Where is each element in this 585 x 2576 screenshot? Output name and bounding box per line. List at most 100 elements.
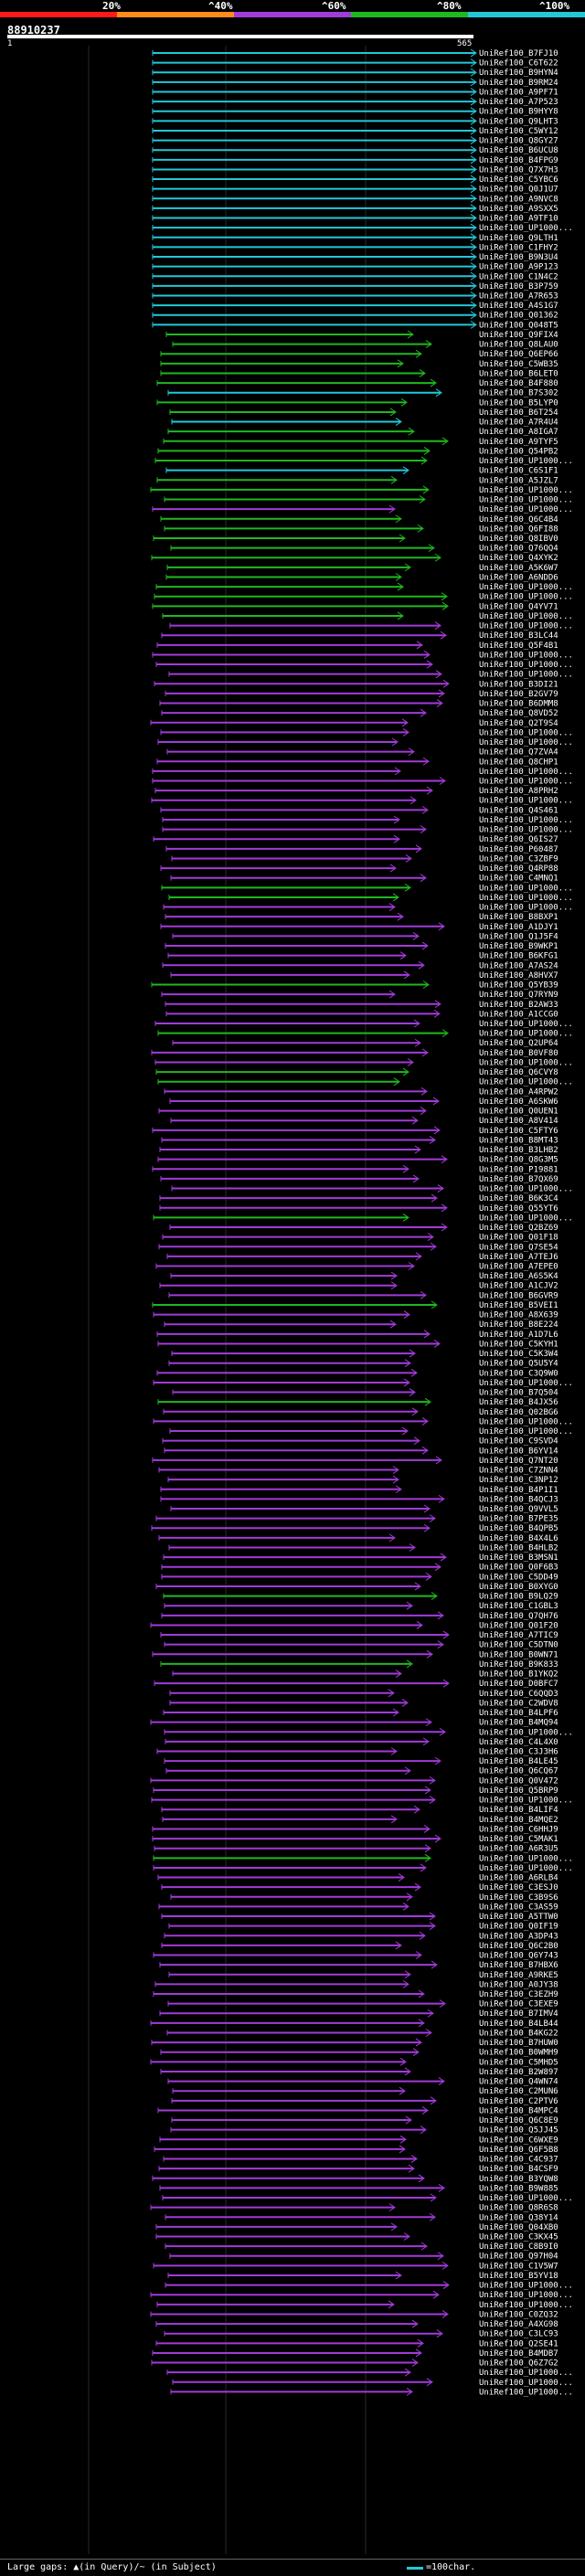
- hit-end-arrow: [388, 1533, 396, 1542]
- hit-row: UniRef100_C5KYH1: [157, 1340, 558, 1349]
- hit-id: UniRef100_Q2BZ69: [479, 1224, 558, 1233]
- hit-row: UniRef100_Q55YT6: [159, 1203, 558, 1214]
- hit-id: UniRef100_A9SXX5: [479, 205, 558, 214]
- hit-end-arrow: [415, 2348, 422, 2358]
- hit-end-arrow: [418, 1989, 425, 1998]
- hit-row: UniRef100_UP1000...: [172, 2378, 573, 2388]
- hit-row: UniRef100_A7AS24: [162, 960, 558, 970]
- hit-row: UniRef100_Q6C2B0: [161, 1941, 558, 1951]
- hit-end-arrow: [431, 1300, 438, 1309]
- hit-id: UniRef100_Q0UEN1: [479, 1108, 558, 1117]
- hit-end-arrow: [470, 165, 477, 174]
- hit-id: UniRef100_Q01F18: [479, 1234, 558, 1243]
- hit-row: UniRef100_A1DJY1: [160, 922, 558, 932]
- hit-end-arrow: [423, 1504, 431, 1513]
- hit-id: UniRef100_B9N3U4: [479, 253, 558, 262]
- hit-end-arrow: [440, 1553, 447, 1562]
- hit-row: UniRef100_A6R3U5: [154, 1844, 558, 1854]
- hit-row: UniRef100_UP1000...: [153, 1863, 573, 1873]
- hit-id: UniRef100_UP1000...: [479, 1185, 573, 1194]
- hit-id: UniRef100_A8X639: [479, 1311, 558, 1320]
- hit-id: UniRef100_Q9LHT3: [479, 117, 558, 126]
- hit-row: UniRef100_B3MSN1: [163, 1553, 558, 1563]
- hit-id: UniRef100_C6HHJ9: [479, 1825, 558, 1834]
- hit-id: UniRef100_B8MT43: [479, 1136, 558, 1145]
- hit-end-arrow: [407, 1058, 414, 1066]
- hit-row: UniRef100_B4FPG9: [152, 155, 558, 165]
- hit-row: UniRef100_UP1000...: [161, 883, 573, 893]
- hit-row: UniRef100_B4X4L6: [158, 1533, 558, 1543]
- hit-id: UniRef100_B7HUW0: [479, 2039, 558, 2048]
- hit-end-arrow: [470, 107, 477, 116]
- hit-row: UniRef100_B9HYN4: [152, 68, 558, 78]
- hit-end-arrow: [440, 631, 447, 640]
- hit-id: UniRef100_A9TF10: [479, 215, 558, 224]
- hit-id: UniRef100_A1DJY1: [479, 923, 558, 932]
- hit-end-arrow: [441, 437, 449, 446]
- hit-id: UniRef100_B4FPG9: [479, 156, 558, 165]
- hit-end-arrow: [437, 2252, 444, 2261]
- hit-end-arrow: [406, 1601, 413, 1610]
- hit-id: UniRef100_P19881: [479, 1165, 558, 1174]
- hit-id: UniRef100_UP1000...: [479, 2194, 573, 2203]
- hit-end-arrow: [430, 2096, 437, 2105]
- hit-end-arrow: [402, 466, 410, 475]
- hit-row: UniRef100_Q5YB39: [151, 981, 558, 991]
- hit-id: UniRef100_Q02BG6: [479, 1408, 558, 1417]
- hit-row: UniRef100_Q0V472: [150, 1776, 558, 1786]
- hit-row: UniRef100_B7Q504: [172, 1388, 558, 1398]
- hit-row: UniRef100_A9TYF5: [163, 437, 558, 447]
- hit-end-arrow: [425, 1718, 432, 1727]
- hit-end-arrow: [426, 1649, 433, 1659]
- hit-id: UniRef100_A7TIC9: [479, 1631, 558, 1640]
- hit-row: UniRef100_A6NDD6: [165, 573, 558, 582]
- hit-end-arrow: [407, 330, 414, 339]
- hit-end-arrow: [418, 2174, 425, 2183]
- hit-row: UniRef100_B4HLB2: [168, 1543, 558, 1553]
- hit-row: UniRef100_P19881: [152, 1164, 558, 1174]
- hit-end-arrow: [408, 2164, 415, 2173]
- hit-end-arrow: [409, 1543, 416, 1552]
- hit-end-arrow: [390, 1271, 398, 1280]
- hit-id: UniRef100_B6K3C4: [479, 1194, 558, 1203]
- hit-row: UniRef100_UP1000...: [152, 651, 573, 660]
- hit-id: UniRef100_C3LC93: [479, 2330, 558, 2339]
- hit-id: UniRef100_UP1000...: [479, 1379, 573, 1388]
- hit-id: UniRef100_B4LPF6: [479, 1709, 558, 1718]
- hit-row: UniRef100_A9P123: [152, 262, 558, 272]
- legend-band-0: [0, 12, 117, 17]
- hit-end-arrow: [429, 1136, 436, 1144]
- hit-id: UniRef100_B9HYN4: [479, 69, 558, 78]
- hit-id: UniRef100_Q0V472: [479, 1776, 558, 1786]
- hit-id: UniRef100_Q97H04: [479, 2253, 558, 2262]
- hit-end-arrow: [470, 155, 477, 164]
- hit-id: UniRef100_C3B9S6: [479, 1893, 558, 1903]
- hit-id: UniRef100_B4CSF9: [479, 2165, 558, 2174]
- hit-row: UniRef100_B6LET0: [160, 369, 558, 378]
- hit-end-arrow: [428, 544, 435, 553]
- hit-row: UniRef100_B1YKQ2: [172, 1670, 558, 1680]
- hit-end-arrow: [470, 126, 477, 135]
- hit-end-arrow: [395, 1941, 402, 1950]
- hit-id: UniRef100_UP1000...: [479, 224, 573, 233]
- hit-row: UniRef100_C1FHY2: [152, 242, 558, 252]
- hit-id: UniRef100_A7TEJ6: [479, 1253, 558, 1262]
- hit-id: UniRef100_B5YV18: [479, 2272, 558, 2281]
- hit-end-arrow: [441, 592, 448, 601]
- hit-end-arrow: [425, 340, 432, 349]
- hit-row: UniRef100_C6S1F1: [165, 466, 558, 476]
- hit-id: UniRef100_UP1000...: [479, 738, 573, 747]
- hit-id: UniRef100_A5K6W7: [479, 564, 558, 573]
- hit-id: UniRef100_Q4YV71: [479, 602, 558, 611]
- hit-row: UniRef100_UP1000...: [153, 1213, 573, 1223]
- hit-row: UniRef100_C5K3W4: [171, 1349, 558, 1359]
- hit-row: UniRef100_B4CSF9: [158, 2164, 558, 2174]
- hit-row: UniRef100_A4XG98: [155, 2319, 558, 2329]
- hit-id: UniRef100_Q8IBV0: [479, 535, 558, 544]
- hit-end-arrow: [388, 1689, 395, 1698]
- hit-id: UniRef100_B6UCU8: [479, 146, 558, 155]
- hit-row: UniRef100_UP1000...: [153, 1417, 573, 1426]
- hit-row: UniRef100_C5DTN0: [164, 1640, 558, 1650]
- hit-id: UniRef100_C2PTV6: [479, 2097, 558, 2106]
- hit-end-arrow: [442, 1679, 450, 1688]
